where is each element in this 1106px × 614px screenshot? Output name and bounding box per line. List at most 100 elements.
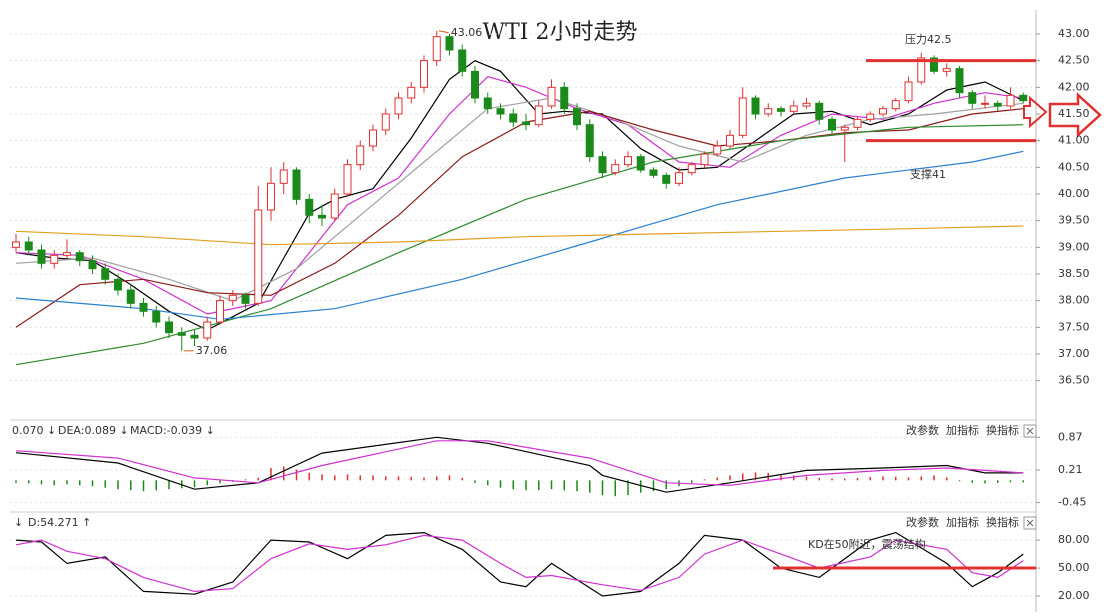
candle-body: [930, 57, 938, 72]
candle-body: [675, 172, 683, 184]
candle-body: [687, 164, 696, 174]
candle-body: [190, 334, 199, 339]
candle-body: [751, 97, 760, 115]
low-label: 37.06: [196, 344, 228, 357]
candle-body: [24, 241, 33, 251]
high-pointer: [438, 30, 449, 34]
close-icon: [1026, 519, 1034, 527]
candle-body: [75, 252, 84, 262]
candle-body: [624, 156, 632, 166]
candle-body: [866, 113, 875, 120]
candle-body: [458, 49, 467, 72]
arrow-icon: [1023, 95, 1048, 129]
candle-body: [177, 332, 186, 336]
indicator-header: MACD:-0.039 ↓: [130, 424, 215, 437]
y-tick-label: 20.00: [1058, 589, 1090, 602]
y-tick-label: 37.00: [1058, 347, 1090, 360]
y-tick-label: 0.87: [1058, 430, 1083, 443]
candle-body: [917, 57, 926, 83]
candle-body: [560, 86, 569, 110]
candle-body: [228, 294, 237, 302]
candle-body: [139, 302, 148, 312]
chart-title: WTI 2小时走势: [483, 20, 638, 45]
candle-body: [496, 108, 505, 115]
indicator-header: ↓: [14, 516, 23, 529]
candle-body: [394, 97, 403, 115]
y-tick-label: 43.00: [1058, 27, 1090, 40]
level-label: 压力42.5: [905, 33, 952, 46]
candle-body: [1006, 94, 1015, 107]
candle-body: [126, 289, 135, 304]
indicator-line: [15, 76, 1024, 315]
y-tick-label: 41.00: [1058, 134, 1090, 147]
candle-body: [101, 268, 110, 280]
candle-body: [330, 193, 339, 219]
candle-body: [432, 36, 441, 62]
y-tick-label: 50.00: [1058, 561, 1090, 574]
candle-body: [853, 118, 862, 128]
candle-body: [483, 97, 492, 110]
candle-body: [840, 126, 849, 131]
candle-body: [879, 108, 887, 115]
candle-body: [318, 214, 326, 219]
candle-body: [815, 102, 824, 120]
candle-body: [942, 68, 951, 72]
candle-body: [713, 145, 722, 155]
indicator-line: [15, 150, 1024, 320]
candle-body: [279, 169, 288, 184]
candle-body: [789, 105, 798, 112]
candle-body: [904, 81, 913, 102]
candle-body: [955, 68, 964, 94]
arrow-icon: [1048, 92, 1102, 138]
candle-body: [407, 86, 416, 99]
candle-body: [573, 108, 581, 126]
indicator-line: [15, 97, 1024, 302]
candle-body: [585, 124, 594, 158]
y-tick-label: 39.00: [1058, 240, 1090, 253]
y-tick-label: 41.50: [1058, 107, 1090, 120]
candle-body: [254, 209, 263, 304]
candle-body: [777, 108, 785, 112]
indicator-line: [15, 436, 1024, 493]
indicator-header: DEA:0.089 ↓: [58, 424, 129, 437]
candle-body: [152, 310, 161, 323]
indicator-button[interactable]: 加指标: [946, 423, 979, 437]
candle-body: [522, 121, 530, 126]
y-tick-label: 0.21: [1058, 463, 1083, 476]
indicator-line: [15, 60, 1024, 331]
y-tick-label: 36.50: [1058, 374, 1090, 387]
candle-body: [50, 254, 59, 264]
y-tick-label: 42.00: [1058, 80, 1090, 93]
candle-body: [37, 249, 46, 264]
indicator-button[interactable]: 加指标: [946, 515, 979, 529]
indicator-button[interactable]: 换指标: [986, 515, 1019, 529]
candle-body: [993, 102, 1002, 107]
candle-body: [534, 105, 543, 126]
candle-body: [88, 260, 97, 270]
candle-body: [114, 278, 122, 291]
high-label: 43.06: [451, 26, 483, 39]
candle-body: [968, 92, 977, 104]
candle-body: [802, 102, 811, 107]
candle-body: [356, 145, 365, 166]
indicator-button[interactable]: 改参数: [906, 423, 939, 437]
candle-body: [611, 164, 620, 174]
candle-body: [165, 321, 173, 334]
y-tick-label: 38.00: [1058, 294, 1090, 307]
indicator-button[interactable]: 换指标: [986, 423, 1019, 437]
candle-body: [738, 97, 747, 136]
candle-body: [649, 169, 658, 176]
indicator-line: [15, 531, 1024, 597]
candle-body: [1019, 94, 1028, 102]
candle-body: [471, 70, 479, 99]
candle-body: [547, 86, 556, 107]
y-tick-label: 39.50: [1058, 214, 1090, 227]
candle-body: [891, 100, 900, 110]
y-tick-label: 40.00: [1058, 187, 1090, 200]
indicator-line: [15, 440, 1024, 486]
indicator-button[interactable]: 改参数: [906, 515, 939, 529]
candle-body: [598, 156, 607, 174]
candle-body: [764, 108, 773, 115]
candle-body: [828, 118, 836, 131]
candle-body: [292, 169, 301, 200]
